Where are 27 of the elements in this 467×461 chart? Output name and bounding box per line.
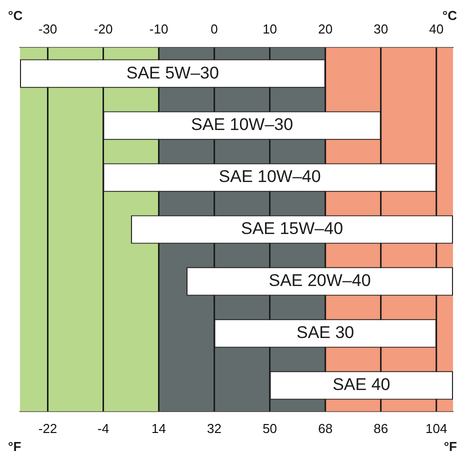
text: °C	[442, 8, 457, 23]
x-tick-label: 30	[374, 21, 388, 36]
x2-tick-label: 68	[318, 420, 333, 436]
y-tick-label: SAE 5W–30	[126, 63, 219, 82]
x2-tick-label: 104	[425, 420, 448, 436]
x-tick-label: 0	[210, 21, 218, 36]
y-tick-label: SAE 10W–40	[218, 167, 321, 186]
x-tick-label: 10	[262, 21, 278, 36]
x-tick-label: -30	[38, 21, 58, 36]
x2-tick-label: 14	[152, 420, 166, 436]
x2-tick-label: -4	[97, 420, 110, 436]
x2-tick-label: -22	[38, 420, 58, 436]
x-tick-label: 20	[318, 21, 333, 36]
x-tick-label: 40	[429, 21, 444, 36]
x-tick-label: -10	[149, 21, 168, 36]
y-tick-label: SAE 15W–40	[240, 219, 344, 238]
x2-axis-title: °F	[8, 439, 22, 454]
y-tick-label: SAE 20W–40	[268, 271, 371, 290]
x2-tick-label: 32	[207, 420, 222, 436]
text: °F	[444, 439, 457, 454]
x2-tick-label: 50	[262, 420, 278, 436]
x-tick-label: -20	[94, 21, 113, 36]
y-tick-label: SAE 40	[332, 375, 390, 394]
y-tick-label: SAE 30	[296, 323, 354, 342]
x-axis-title: °C	[8, 8, 24, 23]
y-tick-label: SAE 10W–30	[191, 115, 294, 134]
x2-tick-label: 86	[374, 420, 388, 436]
